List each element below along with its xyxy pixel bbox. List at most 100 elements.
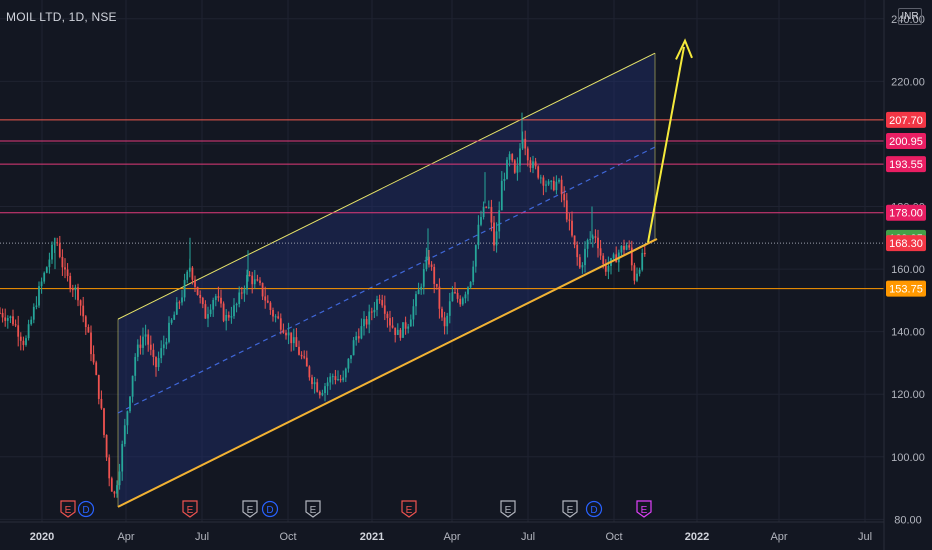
candle-body — [84, 316, 87, 328]
candle-body — [347, 358, 350, 369]
candle-body — [77, 287, 79, 301]
candle-body — [474, 245, 477, 267]
candle-body — [630, 247, 633, 266]
candle-body — [464, 294, 467, 299]
candle-body — [573, 235, 576, 245]
time-axis-label: Apr — [770, 531, 787, 543]
dividend-marker[interactable]: D — [585, 500, 603, 518]
candle-body — [191, 267, 194, 280]
dividend-marker[interactable]: D — [77, 500, 95, 518]
candle-body — [552, 180, 555, 191]
earnings-marker[interactable]: E — [401, 500, 417, 518]
marker-shape — [60, 500, 76, 518]
candle-body — [17, 325, 20, 337]
candle-body — [186, 271, 189, 280]
candle-body — [493, 222, 495, 246]
candle-body — [183, 279, 186, 298]
candle-body — [69, 275, 72, 289]
candle-body — [30, 319, 33, 325]
time-axis-label: Apr — [117, 531, 134, 543]
marker-label: E — [247, 505, 254, 516]
candle-body — [305, 357, 308, 367]
candle-body — [519, 148, 521, 166]
candle-body — [308, 366, 311, 378]
earnings-marker[interactable]: E — [242, 500, 258, 518]
candle-body — [560, 179, 563, 195]
currency-button[interactable]: INR — [898, 8, 922, 25]
marker-label: E — [187, 505, 194, 516]
candle-body — [90, 332, 92, 355]
price-axis-label: 100.00 — [891, 452, 925, 464]
earnings-marker[interactable]: E — [182, 500, 198, 518]
price-badge: 200.95 — [886, 132, 926, 149]
marker-shape — [305, 500, 321, 518]
candle-body — [103, 408, 105, 435]
candle-body — [142, 336, 144, 348]
candle-body — [331, 376, 334, 378]
candle-body — [155, 357, 157, 368]
candle-body — [131, 375, 134, 397]
candle-body — [461, 298, 464, 305]
candle-body — [100, 398, 103, 409]
candle-body — [459, 298, 462, 305]
candle-body — [165, 341, 168, 345]
candle-body — [550, 180, 553, 182]
candle-body — [14, 324, 17, 326]
candle-body — [136, 344, 139, 357]
candle-body — [290, 332, 293, 344]
price-badge: 207.70 — [886, 111, 926, 128]
candle-body — [511, 154, 514, 161]
price-axis-label: 120.00 — [891, 389, 925, 401]
candle-body — [246, 274, 248, 290]
price-axis[interactable]: 240.00220.00200.00180.00160.00140.00120.… — [891, 14, 925, 527]
candle-body — [188, 267, 191, 272]
candle-body — [555, 181, 558, 191]
earnings-marker[interactable]: E — [60, 500, 76, 518]
candle-body — [420, 286, 423, 290]
earnings-marker[interactable]: E — [500, 500, 516, 518]
candle-body — [498, 210, 501, 232]
price-badge-label: 193.55 — [889, 159, 923, 171]
candle-body — [157, 358, 160, 368]
earnings-marker[interactable]: E — [636, 500, 652, 518]
candle-body — [409, 319, 412, 327]
candle-body — [591, 236, 594, 240]
price-badge-bg — [886, 132, 926, 149]
candle-body — [238, 292, 241, 304]
marker-label: E — [505, 505, 512, 516]
candle-body — [477, 224, 480, 246]
candle-body — [12, 316, 14, 325]
candle-body — [303, 356, 306, 358]
dividend-marker[interactable]: D — [261, 500, 279, 518]
candle-body — [534, 161, 537, 167]
earnings-marker[interactable]: E — [562, 500, 578, 518]
time-axis-label: Jul — [521, 531, 535, 543]
candle-body — [298, 346, 300, 355]
price-badge-bg — [886, 280, 926, 297]
candle-body — [222, 303, 225, 321]
candle-body — [339, 379, 342, 381]
candle-body — [487, 207, 490, 209]
earnings-marker[interactable]: E — [305, 500, 321, 518]
time-axis-bg — [0, 522, 884, 550]
candle-body — [407, 326, 410, 329]
time-axis[interactable]: 2020 Apr Jul Oct 2021 Apr Jul Oct 2022 Apr Jul — [0, 0, 885, 550]
price-badge-label: 200.95 — [889, 136, 923, 148]
candle-body — [225, 314, 228, 321]
candle-body — [292, 337, 295, 344]
candle-body — [259, 280, 261, 283]
candle-body — [402, 322, 404, 338]
candle-body — [160, 348, 163, 359]
candle-body — [227, 314, 230, 318]
candle-body — [209, 309, 212, 315]
candle-body — [391, 325, 394, 328]
candle-body — [422, 269, 425, 287]
candle-body — [45, 267, 48, 273]
candle-body — [430, 264, 433, 267]
candle-body — [235, 303, 238, 306]
candle-body — [95, 362, 98, 375]
candle-body — [277, 316, 280, 319]
candle-body — [571, 220, 573, 236]
